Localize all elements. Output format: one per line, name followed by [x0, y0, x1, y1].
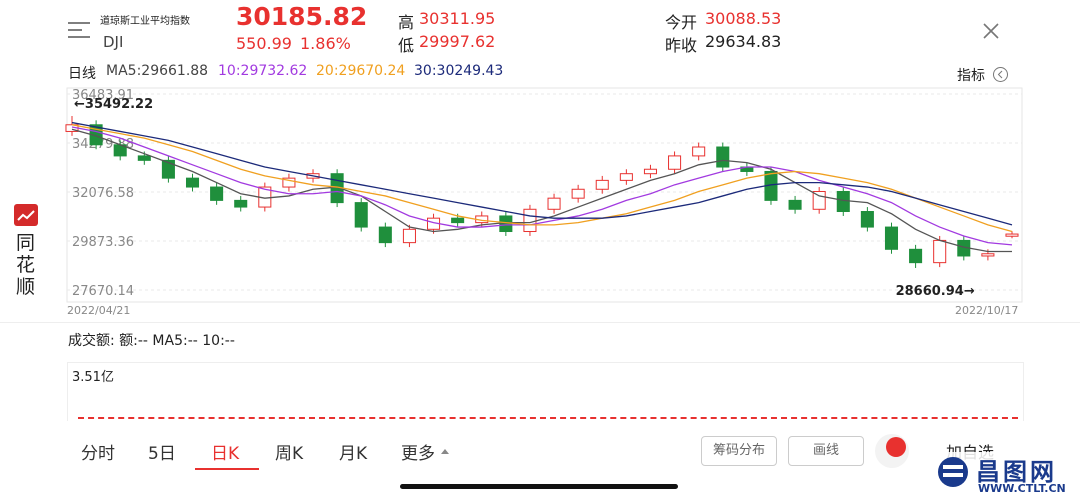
- candle-body: [1005, 233, 1019, 237]
- watermark-logo: [938, 457, 968, 487]
- change: 550.99: [236, 34, 292, 53]
- candle-body: [499, 215, 513, 233]
- high: 30311.95: [419, 9, 496, 28]
- candle-body: [451, 217, 465, 224]
- candle-body: [354, 202, 368, 228]
- candle-body: [161, 159, 175, 179]
- more-arrow[interactable]: [440, 447, 450, 455]
- low-label: 低: [398, 36, 415, 55]
- open-label: 今开: [665, 13, 698, 32]
- tab-active[interactable]: 日K: [211, 444, 240, 464]
- candle-body: [234, 199, 248, 208]
- tab[interactable]: 月K: [339, 444, 368, 464]
- candle-body: [981, 253, 995, 257]
- candle-body: [547, 197, 561, 210]
- brand-name: 同花顺: [16, 232, 36, 298]
- candle-body: [692, 146, 706, 157]
- watermark-url: WWW.CTLT.CN: [978, 482, 1066, 495]
- candle-body: [523, 208, 537, 233]
- indicator-button[interactable]: 指标: [957, 68, 985, 84]
- y-tick-label: 29873.36: [72, 235, 134, 250]
- ma-line: [71, 126, 1013, 246]
- draw-button[interactable]: 画线: [788, 436, 864, 466]
- chip-button[interactable]: 筹码分布: [701, 436, 777, 466]
- ma5-legend: MA5:29661.88: [106, 63, 209, 79]
- candle-body: [884, 226, 899, 250]
- candle-body: [378, 226, 392, 244]
- tab[interactable]: 5日: [148, 444, 176, 464]
- extreme-annotation: 28660.94→: [896, 284, 975, 299]
- ma-line: [71, 128, 1012, 253]
- tab[interactable]: 周K: [275, 444, 304, 464]
- brand-logo: [14, 204, 38, 226]
- plot-frame: [66, 87, 1023, 303]
- y-tick-label: 27670.14: [72, 284, 134, 299]
- candle-body: [210, 186, 224, 201]
- candle-body: [909, 248, 923, 264]
- tab-underline: [195, 468, 259, 470]
- high-label: 高: [398, 13, 415, 32]
- close-button[interactable]: [982, 22, 1000, 40]
- volume-tick: 3.51亿: [72, 370, 114, 385]
- candle-body: [836, 190, 850, 213]
- price: 30185.82: [236, 2, 368, 31]
- ma-line: [71, 124, 1013, 233]
- home-indicator: [400, 484, 678, 489]
- tab[interactable]: 更多: [401, 444, 435, 464]
- tab[interactable]: 分时: [81, 444, 115, 464]
- menu-icon[interactable]: [66, 20, 92, 40]
- watermark-name: 昌图网: [976, 458, 1057, 486]
- end-date: 2022/10/17: [955, 304, 1019, 317]
- change-pct: 1.86%: [300, 34, 351, 53]
- ma10-legend: 10:29732.62: [218, 63, 308, 79]
- extreme-annotation: ←35492.22: [74, 97, 153, 112]
- candle-body: [643, 168, 657, 175]
- y-tick-label: 32076.58: [72, 186, 134, 201]
- candle-body: [571, 188, 585, 199]
- candle-body: [933, 239, 947, 264]
- y-tick-label: 36483.91: [72, 88, 134, 103]
- ma30-legend: 30:30249.43: [414, 63, 504, 79]
- candle-body: [860, 211, 874, 228]
- candle-body: [185, 177, 200, 188]
- volume-legend: 成交额: 额:-- MA5:-- 10:--: [68, 333, 235, 349]
- volume-frame: [67, 362, 1024, 421]
- candle-body: [595, 179, 609, 190]
- candle-body: [716, 146, 730, 168]
- candle-body: [788, 199, 802, 210]
- candle-body: [282, 177, 296, 188]
- candle-body: [137, 155, 151, 161]
- prev-close: 29634.83: [705, 32, 782, 51]
- low: 29997.62: [419, 32, 496, 51]
- indicator-icon[interactable]: [992, 66, 1009, 83]
- index-code: DJI: [103, 33, 124, 51]
- divider: [0, 322, 1080, 323]
- prev-close-label: 昨收: [665, 36, 698, 55]
- start-date: 2022/04/21: [67, 304, 131, 317]
- candle-body: [402, 228, 416, 244]
- period-label: 日线: [68, 66, 96, 82]
- open: 30088.53: [705, 9, 782, 28]
- record-button[interactable]: [874, 432, 910, 470]
- volume-placeholder: [78, 417, 1018, 419]
- candle-body: [619, 173, 633, 181]
- ma20-legend: 20:29670.24: [316, 63, 406, 79]
- index-name: 道琼斯工业平均指数: [100, 16, 190, 27]
- kline-chart: 36483.9134279.8832076.5829873.3627670.14…: [65, 87, 1023, 303]
- candle-body: [668, 155, 682, 170]
- ma-line: [71, 121, 1013, 226]
